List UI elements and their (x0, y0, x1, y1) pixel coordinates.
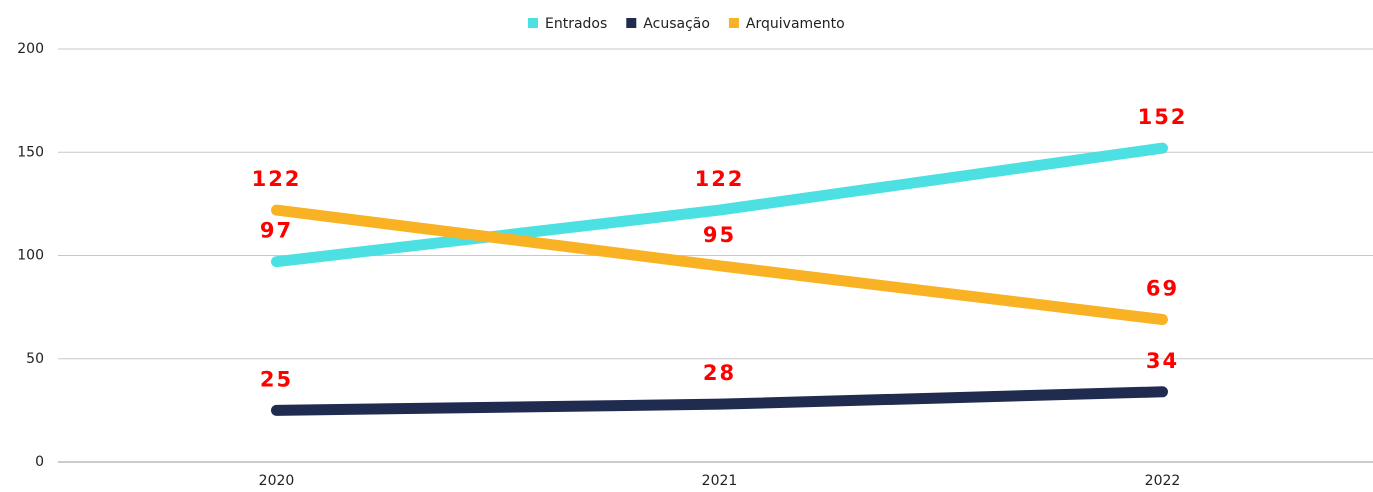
value-label: 69 (1146, 277, 1179, 301)
series-line (271, 142, 1168, 268)
legend-swatch (528, 18, 538, 28)
y-tick-label: 150 (17, 144, 44, 160)
series-line (271, 204, 1168, 326)
x-tick-label: 2021 (702, 473, 738, 488)
series-line (271, 386, 1168, 416)
value-label: 95 (703, 223, 736, 247)
value-label: 25 (260, 367, 293, 391)
y-tick-label: 50 (26, 351, 44, 367)
value-label: 122 (695, 167, 745, 191)
x-tick-label: 2020 (259, 473, 295, 488)
y-tick-label: 200 (17, 41, 44, 57)
legend-label: Arquivamento (746, 16, 845, 32)
legend-swatch (728, 18, 739, 28)
value-label: 152 (1138, 105, 1188, 129)
value-label: 28 (703, 361, 736, 385)
legend-label: Entrados (545, 16, 607, 32)
y-tick-label: 0 (35, 454, 44, 470)
legend-label: Acusação (643, 16, 710, 32)
value-label: 97 (260, 219, 293, 243)
x-tick-label: 2022 (1145, 473, 1181, 488)
legend-swatch (626, 18, 637, 28)
value-label: 122 (252, 167, 302, 191)
value-label: 34 (1146, 349, 1179, 373)
y-tick-label: 100 (17, 248, 44, 264)
